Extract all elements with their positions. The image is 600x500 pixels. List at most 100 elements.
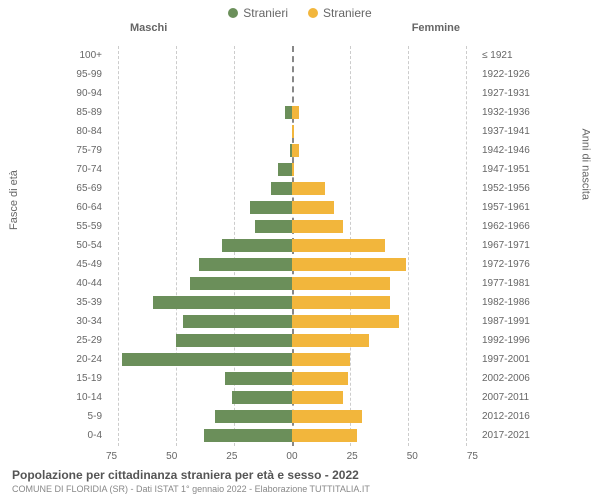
pyramid-row: 25-29 1992-1996 [70,331,530,350]
bar-female [292,125,294,138]
bar-male [285,106,292,119]
age-label: 25-29 [70,335,106,346]
pyramid-row: 0-42017-2021 [70,426,530,445]
bar-pair [106,312,478,331]
legend-item-female: Straniere [308,6,372,20]
pyramid-row: 50-54 1967-1971 [70,236,530,255]
bar-male [215,410,292,423]
legend-label-female: Straniere [323,6,372,20]
pyramid-row: 75-79 1942-1946 [70,141,530,160]
x-tick: 75 [467,451,478,462]
bar-female [292,182,325,195]
birth-year-label: 1992-1996 [478,335,530,346]
legend-swatch-female [308,8,318,18]
rows-container: 100+≤ 192195-991922-192690-941927-193185… [70,46,530,445]
birth-year-label: ≤ 1921 [478,50,530,61]
birth-year-label: 1957-1961 [478,202,530,213]
bar-pair [106,46,478,65]
pyramid-row: 35-391982-1986 [70,293,530,312]
column-headers: Maschi Femmine [0,22,600,34]
bar-male [176,334,292,347]
legend-item-male: Stranieri [228,6,288,20]
bar-pair [106,122,478,141]
legend-label-male: Stranieri [243,6,288,20]
population-pyramid-chart: Stranieri Straniere Maschi Femmine Fasce… [0,0,600,500]
bar-pair [106,331,478,350]
bar-pair [106,274,478,293]
age-label: 85-89 [70,107,106,118]
bar-pair [106,103,478,122]
age-label: 30-34 [70,316,106,327]
pyramid-row: 20-241997-2001 [70,350,530,369]
bar-female [292,315,399,328]
age-label: 95-99 [70,69,106,80]
birth-year-label: 1997-2001 [478,354,530,365]
age-label: 100+ [70,50,106,61]
age-label: 15-19 [70,373,106,384]
bar-male [204,429,292,442]
birth-year-label: 2002-2006 [478,373,530,384]
bar-female [292,334,369,347]
age-label: 75-79 [70,145,106,156]
bar-male [225,372,292,385]
col-header-female: Femmine [412,22,460,34]
pyramid-row: 90-941927-1931 [70,84,530,103]
pyramid-row: 40-441977-1981 [70,274,530,293]
age-label: 90-94 [70,88,106,99]
bar-male [183,315,292,328]
birth-year-label: 1942-1946 [478,145,530,156]
bar-female [292,410,362,423]
pyramid-row: 80-841937-1941 [70,122,530,141]
age-label: 55-59 [70,221,106,232]
bar-female [292,353,350,366]
bar-male [222,239,292,252]
age-label: 50-54 [70,240,106,251]
bar-female [292,163,294,176]
birth-year-label: 1987-1991 [478,316,530,327]
col-header-male: Maschi [130,22,167,34]
age-label: 60-64 [70,202,106,213]
birth-year-label: 1952-1956 [478,183,530,194]
bar-female [292,372,348,385]
pyramid-row: 30-34 1987-1991 [70,312,530,331]
x-tick: 0 [292,451,298,462]
birth-year-label: 1932-1936 [478,107,530,118]
x-tick: 25 [347,451,358,462]
bar-female [292,220,343,233]
bar-male [250,201,292,214]
birth-year-label: 1947-1951 [478,164,530,175]
bar-male [190,277,292,290]
bar-male [255,220,292,233]
birth-year-label: 1962-1966 [478,221,530,232]
y-left-axis-label: Fasce di età [8,170,20,230]
bar-pair [106,84,478,103]
age-label: 10-14 [70,392,106,403]
bar-pair [106,65,478,84]
bar-pair [106,198,478,217]
pyramid-row: 15-19 2002-2006 [70,369,530,388]
pyramid-row: 10-142007-2011 [70,388,530,407]
birth-year-label: 1977-1981 [478,278,530,289]
bar-female [292,296,390,309]
bar-male [153,296,293,309]
legend-swatch-male [228,8,238,18]
chart-subtitle: COMUNE DI FLORIDIA (SR) - Dati ISTAT 1° … [12,484,588,494]
x-tick: 50 [407,451,418,462]
age-label: 70-74 [70,164,106,175]
bar-pair [106,141,478,160]
birth-year-label: 1967-1971 [478,240,530,251]
bar-female [292,277,390,290]
x-tick: 25 [226,451,237,462]
bar-female [292,239,385,252]
age-label: 45-49 [70,259,106,270]
bar-pair [106,255,478,274]
birth-year-label: 1972-1976 [478,259,530,270]
plot-area: 100+≤ 192195-991922-192690-941927-193185… [70,46,530,446]
chart-title: Popolazione per cittadinanza straniera p… [12,468,588,482]
bar-male [122,353,292,366]
x-tick: 50 [166,451,177,462]
bar-pair [106,350,478,369]
bar-female [292,106,299,119]
bar-pair [106,388,478,407]
bar-pair [106,426,478,445]
